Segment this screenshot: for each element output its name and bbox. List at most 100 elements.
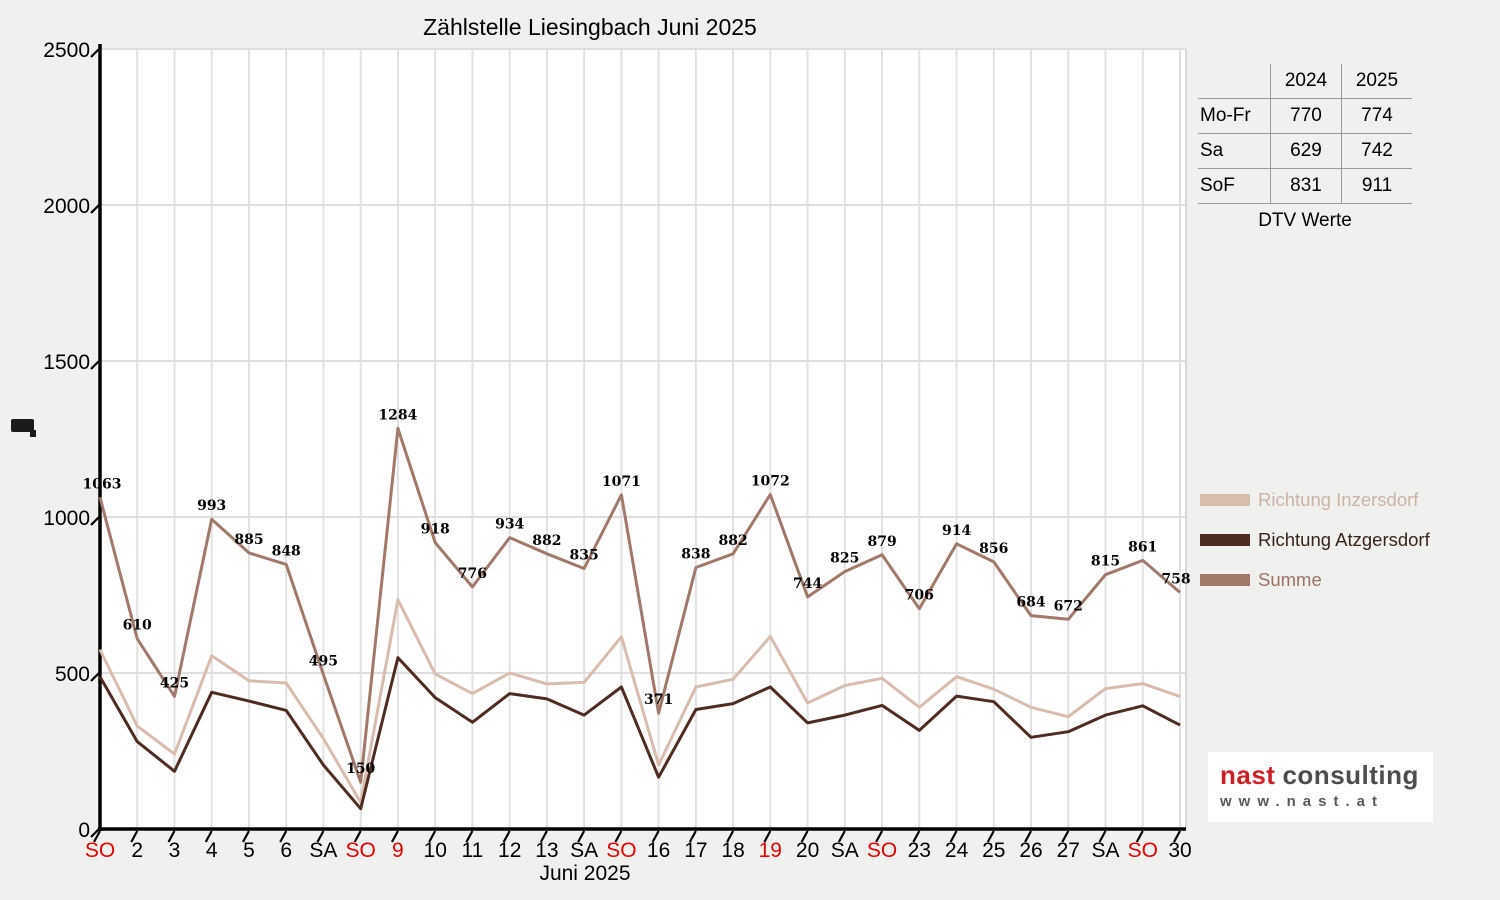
- dtv-row-label: Mo-Fr: [1198, 98, 1270, 133]
- logo-brand-red: nast: [1220, 760, 1276, 790]
- x-tick: [763, 830, 772, 843]
- x-tick: [688, 830, 697, 843]
- x-tick: [726, 830, 735, 843]
- x-tick-label: SO: [1128, 839, 1158, 862]
- data-label: 610: [123, 618, 152, 634]
- data-label: 495: [309, 654, 338, 670]
- x-tick: [316, 830, 325, 843]
- chart-legend: Richtung Inzersdorf Richtung Atzgersdorf…: [1200, 489, 1430, 612]
- x-tick-label: 19: [759, 839, 782, 862]
- x-tick-label: SO: [867, 839, 897, 862]
- x-tick: [390, 830, 399, 843]
- x-tick: [353, 830, 362, 843]
- data-label: 885: [234, 532, 263, 548]
- data-label: 776: [458, 566, 487, 582]
- x-tick-label: 30: [1168, 839, 1191, 862]
- logo-website: www.nast.at: [1220, 793, 1384, 810]
- y-tick: [90, 828, 100, 838]
- x-tick: [502, 830, 511, 843]
- data-label: 918: [421, 522, 450, 538]
- data-label: 425: [160, 675, 189, 691]
- dtv-table: 2024 2025 Mo-Fr 770 774 Sa 629 742 SoF 8…: [1198, 64, 1412, 232]
- legend-swatch-atzgersdorf: [1200, 534, 1250, 546]
- dtv-row-label: SoF: [1198, 168, 1270, 204]
- y-axis-title-illegible: [11, 419, 36, 437]
- series-line-richtung-atzgersdorf: [98, 656, 1181, 811]
- data-label: 706: [905, 588, 934, 604]
- x-tick: [204, 830, 213, 843]
- x-tick: [1098, 830, 1107, 843]
- data-label: 371: [644, 692, 673, 708]
- x-tick-label: 16: [647, 839, 670, 862]
- x-tick: [577, 830, 586, 843]
- dtv-value: 629: [1270, 133, 1341, 168]
- y-tick-label: 1000: [43, 507, 90, 530]
- data-label: 825: [830, 551, 859, 567]
- x-tick-label: SO: [606, 839, 636, 862]
- dtv-value: 742: [1341, 133, 1412, 168]
- data-label: 856: [979, 541, 1008, 557]
- x-tick-label: 27: [1057, 839, 1080, 862]
- x-tick: [465, 830, 474, 843]
- x-tick: [837, 830, 846, 843]
- x-tick: [1135, 830, 1144, 843]
- x-tick-label: 20: [796, 839, 819, 862]
- data-label: 914: [942, 523, 971, 539]
- x-tick-label: 5: [243, 839, 255, 862]
- dtv-value: 774: [1341, 98, 1412, 133]
- x-tick-label: 11: [461, 839, 483, 862]
- dtv-value: 831: [1270, 168, 1341, 204]
- x-tick-label: 13: [535, 839, 558, 862]
- legend-label: Summe: [1258, 569, 1322, 590]
- dtv-corner-cell: [1198, 64, 1270, 98]
- legend-item-summe: Summe: [1200, 569, 1430, 590]
- x-tick-label: SO: [85, 839, 115, 862]
- x-tick-label: 12: [498, 839, 521, 862]
- legend-swatch-summe: [1200, 574, 1250, 586]
- x-tick-label: 18: [721, 839, 744, 862]
- x-tick: [949, 830, 958, 843]
- x-tick-label: SO: [346, 839, 376, 862]
- x-tick-label: SA: [1091, 839, 1119, 862]
- legend-label: Richtung Atzgersdorf: [1258, 529, 1430, 550]
- series-line-richtung-inzersdorf: [98, 598, 1181, 804]
- data-label: 993: [197, 498, 226, 514]
- data-label: 838: [681, 547, 710, 563]
- x-tick-label: 17: [684, 839, 707, 862]
- x-tick-label: 24: [945, 839, 969, 862]
- x-tick: [800, 830, 809, 843]
- x-tick-label: SA: [309, 839, 337, 862]
- y-tick-label: 500: [55, 663, 90, 686]
- data-label: 815: [1091, 554, 1120, 570]
- x-tick: [1061, 830, 1070, 843]
- data-label: 1071: [602, 474, 641, 490]
- data-label: 882: [718, 533, 747, 549]
- y-tick-label: 2500: [43, 39, 90, 62]
- x-tick: [279, 830, 288, 843]
- legend-swatch-inzersdorf: [1200, 494, 1250, 506]
- logo-brand-gray: consulting: [1282, 760, 1419, 790]
- x-tick: [428, 830, 437, 843]
- plot-area: [100, 49, 1186, 829]
- data-label: 934: [495, 517, 524, 533]
- legend-item-inzersdorf: Richtung Inzersdorf: [1200, 489, 1430, 510]
- data-label: 879: [867, 534, 896, 550]
- legend-item-atzgersdorf: Richtung Atzgersdorf: [1200, 529, 1430, 550]
- data-label: 150: [346, 761, 375, 777]
- dtv-value: 911: [1341, 168, 1412, 204]
- x-tick-label: 3: [169, 839, 181, 862]
- x-tick: [167, 830, 176, 843]
- x-axis-title: Juni 2025: [539, 862, 631, 885]
- data-label: 848: [272, 543, 301, 559]
- x-tick-label: 2: [131, 839, 143, 862]
- x-tick: [986, 830, 995, 843]
- legend-label: Richtung Inzersdorf: [1258, 489, 1419, 510]
- y-tick-label: 1500: [43, 351, 90, 374]
- y-tick: [90, 672, 100, 682]
- data-label: 744: [793, 576, 822, 592]
- x-tick: [614, 830, 623, 843]
- y-tick: [90, 360, 100, 370]
- x-tick: [651, 830, 660, 843]
- x-tick-label: 10: [424, 839, 447, 862]
